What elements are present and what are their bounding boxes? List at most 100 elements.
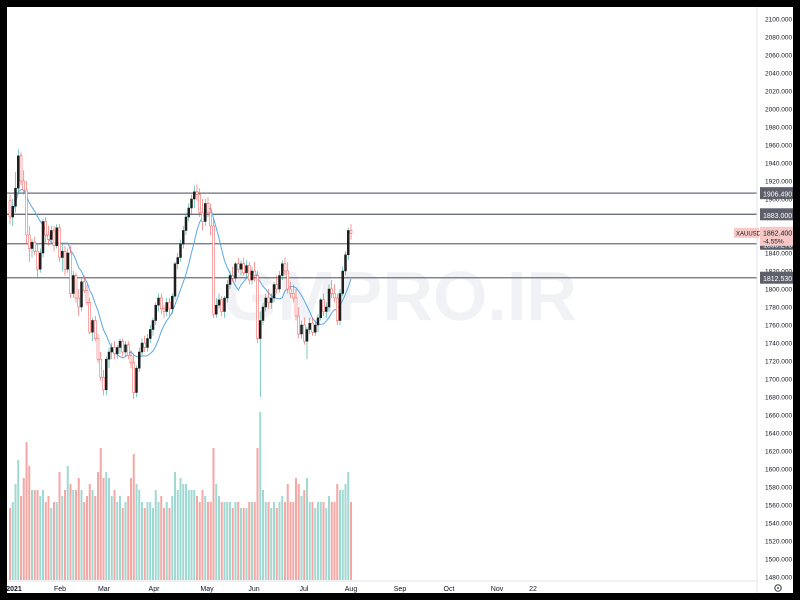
x-tick-4: May — [200, 586, 214, 593]
candle-70 — [201, 199, 204, 231]
volume-bar-107 — [303, 490, 306, 580]
volume-bar-59 — [171, 496, 174, 580]
settings-icon[interactable] — [774, 584, 782, 592]
volume-bar-81 — [231, 508, 234, 580]
last-price-tag: 1862.400 — [763, 230, 792, 237]
volume-bar-55 — [160, 496, 163, 580]
volume-bar-67 — [193, 490, 196, 580]
volume-bar-0 — [9, 508, 11, 580]
candle-117 — [330, 280, 333, 298]
symbol-tag: XAUUSD — [736, 231, 762, 237]
candle-87 — [248, 262, 251, 285]
candle-2 — [14, 172, 17, 213]
candle-96 — [272, 281, 276, 303]
volume-bar-69 — [198, 502, 201, 580]
volume-bar-113 — [319, 502, 322, 580]
candle-56 — [162, 305, 166, 318]
volume-bar-93 — [264, 502, 267, 580]
volume-bar-25 — [77, 478, 80, 580]
candle-99 — [281, 260, 284, 280]
volume-bar-114 — [322, 502, 325, 580]
volume-bar-94 — [267, 502, 270, 580]
volume-bar-16 — [53, 502, 55, 580]
candle-36 — [107, 347, 111, 369]
candle-90 — [256, 271, 259, 343]
volume-bar-45 — [132, 454, 135, 580]
candle-35 — [105, 356, 108, 396]
candle-46 — [135, 365, 138, 397]
volume-bar-54 — [157, 502, 160, 580]
candle-68 — [195, 184, 199, 201]
candle-15 — [50, 226, 53, 244]
candle-21 — [66, 248, 69, 273]
candle-27 — [83, 275, 86, 294]
volume-bar-106 — [300, 496, 303, 580]
volume-bar-10 — [36, 490, 39, 580]
x-tick-11: 22 — [529, 586, 537, 593]
candle-40 — [118, 338, 122, 354]
change-pct-tag: -4.55% — [763, 238, 784, 245]
candle-14 — [47, 226, 50, 246]
volume-bar-53 — [154, 490, 157, 580]
y-tick-1: 1500.000 — [765, 557, 792, 564]
volume-bar-47 — [138, 490, 141, 580]
volume-bar-50 — [146, 502, 149, 580]
candle-89 — [253, 262, 256, 282]
candle-124 — [349, 224, 353, 240]
y-tick-26: 2000.000 — [765, 107, 792, 114]
candle-116 — [327, 284, 331, 312]
volume-bar-76 — [218, 496, 220, 580]
volume-bar-14 — [47, 496, 50, 580]
candle-107 — [303, 317, 306, 345]
x-tick-6: Jul — [300, 586, 309, 593]
volume-bar-96 — [273, 502, 275, 580]
candle-32 — [96, 334, 100, 363]
y-tick-13: 1740.000 — [765, 341, 792, 348]
candle-94 — [267, 289, 270, 309]
candle-1 — [11, 199, 14, 226]
candle-112 — [316, 314, 320, 333]
volume-bar-37 — [110, 496, 113, 580]
candle-84 — [239, 260, 243, 276]
y-tick-7: 1620.000 — [765, 449, 792, 456]
volume-bar-32 — [97, 472, 99, 580]
candle-54 — [157, 293, 160, 312]
candle-11 — [39, 248, 42, 273]
candle-52 — [151, 317, 155, 336]
candle-19 — [61, 244, 64, 271]
volume-bar-88 — [251, 502, 253, 580]
candle-114 — [322, 293, 325, 316]
y-tick-4: 1560.000 — [765, 503, 792, 510]
volume-bar-11 — [39, 496, 42, 580]
volume-bar-58 — [168, 508, 171, 580]
volume-bar-105 — [297, 484, 300, 580]
level-tag-bg-1 — [760, 208, 793, 221]
candle-78 — [223, 296, 226, 318]
candle-123 — [347, 227, 350, 261]
candle-62 — [179, 239, 182, 262]
y-tick-27: 2020.000 — [765, 89, 792, 96]
candle-100 — [283, 257, 287, 276]
watermark-text: GMPRO.IR — [223, 257, 577, 335]
level-tag-1: 1883.000 — [763, 213, 792, 220]
candle-3 — [17, 149, 20, 195]
y-tick-24: 1960.000 — [765, 143, 792, 150]
time-axis[interactable]: 2021 Feb Mar Apr May Jun Jul Aug Sep Oct Nov 22 — [6, 586, 537, 593]
volume-bar-22 — [69, 484, 72, 580]
candle-24 — [74, 272, 78, 303]
candle-110 — [311, 317, 314, 336]
volume-bar-84 — [240, 508, 242, 580]
volume-bar-110 — [311, 502, 314, 580]
volume-bar-92 — [262, 490, 264, 580]
candle-91 — [259, 311, 262, 397]
volume-bar-91 — [259, 412, 262, 580]
candle-105 — [297, 307, 300, 339]
candle-48 — [140, 338, 144, 357]
volume-bar-12 — [42, 490, 44, 580]
volume-bar-99 — [281, 496, 284, 580]
candle-44 — [129, 350, 133, 369]
candle-108 — [305, 326, 309, 360]
volume-bar-27 — [83, 502, 86, 580]
volume-bar-42 — [124, 502, 127, 580]
